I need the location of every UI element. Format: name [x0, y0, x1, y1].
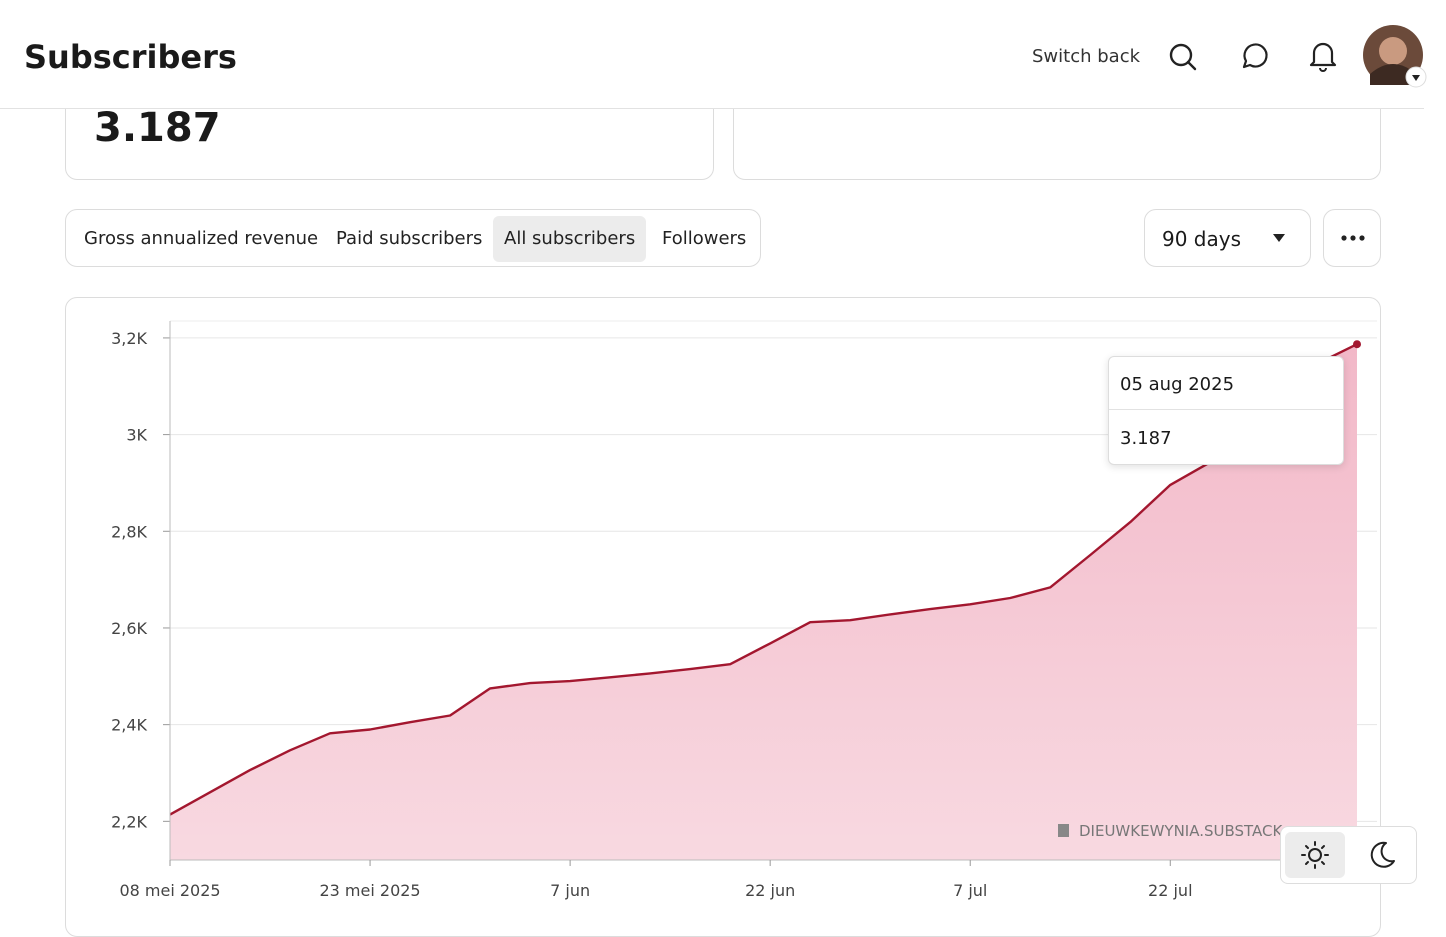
x-tick-label: 7 jul	[953, 881, 987, 900]
dark-mode[interactable]	[1353, 832, 1413, 878]
tooltip-divider	[1109, 409, 1343, 410]
more-icon	[1341, 235, 1365, 241]
y-tick-label: 3,2K	[111, 329, 147, 348]
x-tick-label: 22 jun	[745, 881, 795, 900]
sun-icon	[1301, 841, 1329, 869]
dropdown-arrow	[1273, 234, 1285, 242]
tooltip-value: 3.187	[1120, 428, 1172, 449]
watermark-icon	[1058, 824, 1069, 837]
y-tick-label: 2,4K	[111, 716, 147, 735]
tab-bar: Gross annualized revenue Paid subscribers…	[65, 209, 761, 267]
header: Subscribers Switch back	[0, 0, 1427, 109]
page-title: Subscribers	[24, 38, 237, 76]
range-select[interactable]: 90 days	[1144, 209, 1311, 267]
y-tick-label: 2,2K	[111, 812, 147, 831]
y-tick-label: 3K	[126, 426, 147, 445]
range-label: 90 days	[1162, 227, 1242, 251]
light-mode[interactable]	[1285, 832, 1345, 878]
tab[interactable]: Gross annualized revenue	[84, 228, 319, 249]
tab[interactable]: All subscribers	[493, 216, 647, 262]
more-button[interactable]	[1323, 209, 1381, 267]
end-point	[1353, 340, 1361, 349]
avatar[interactable]	[1362, 24, 1428, 90]
area-fill	[170, 344, 1357, 860]
x-tick-label: 23 mei 2025	[319, 881, 420, 900]
watermark: DIEUWKEWYNIA.SUBSTACK	[1058, 822, 1282, 840]
tooltip-date: 05 aug 2025	[1120, 374, 1235, 395]
x-tick-label: 22 jul	[1148, 881, 1192, 900]
stat-value: 3.187	[94, 105, 221, 151]
bell-icon[interactable]	[1306, 38, 1340, 74]
x-tick-label: 7 jun	[550, 881, 590, 900]
y-tick-label: 2,6K	[111, 619, 147, 638]
y-tick-label: 2,8K	[111, 522, 147, 541]
tab[interactable]: Followers	[662, 228, 747, 249]
search-icon[interactable]	[1166, 40, 1200, 74]
chat-icon[interactable]	[1236, 40, 1270, 74]
theme-toggle	[1280, 826, 1417, 884]
tooltip: 05 aug 2025 3.187	[1108, 356, 1344, 465]
area-line	[169, 343, 1358, 816]
switch-back[interactable]: Switch back	[1032, 46, 1141, 67]
tab[interactable]: Paid subscribers	[336, 228, 483, 249]
x-tick-label: 08 mei 2025	[119, 881, 220, 900]
watermark-text: DIEUWKEWYNIA.SUBSTACK	[1079, 822, 1283, 840]
